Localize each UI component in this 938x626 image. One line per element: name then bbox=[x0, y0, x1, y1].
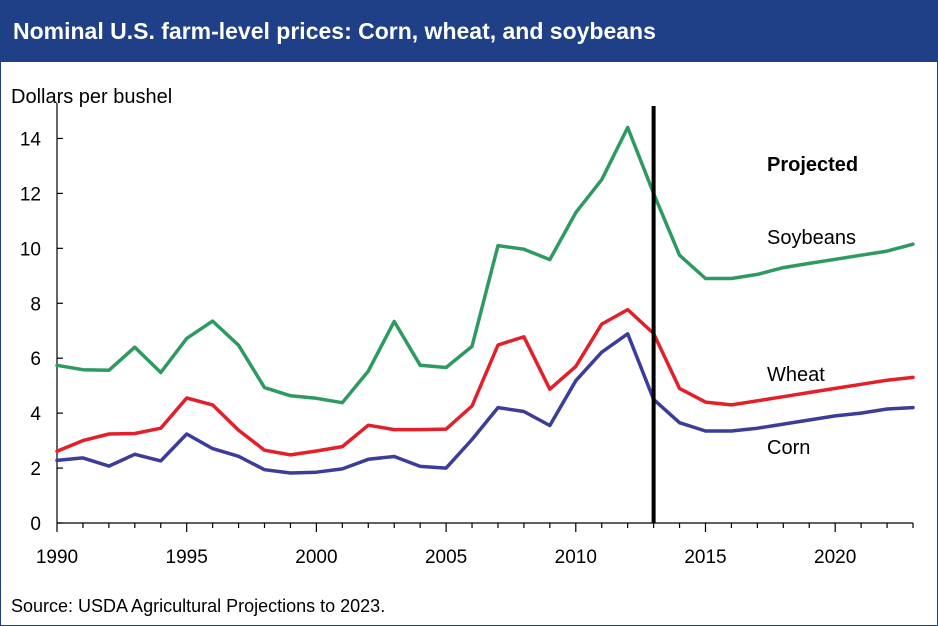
y-tick-label: 6 bbox=[30, 349, 41, 370]
series-group bbox=[55, 125, 915, 475]
x-tick-label: 2015 bbox=[684, 547, 726, 568]
y-tick-label: 2 bbox=[30, 459, 41, 480]
x-tick-label: 2005 bbox=[425, 547, 467, 568]
wheat-series-line bbox=[55, 307, 915, 457]
corn-series-label: Corn bbox=[767, 437, 810, 459]
y-tick-label: 4 bbox=[30, 404, 41, 425]
soybeans-series-label: Soybeans bbox=[767, 227, 856, 249]
x-tick-label: 1995 bbox=[166, 547, 208, 568]
chart-title: Nominal U.S. farm-level prices: Corn, wh… bbox=[13, 18, 656, 44]
y-tick-label: 8 bbox=[30, 294, 41, 315]
y-tick-label: 14 bbox=[20, 129, 42, 150]
x-axis: 1990 1995 2000 2005 2010 2015 2020 bbox=[36, 522, 914, 568]
y-tick-label: 10 bbox=[20, 239, 41, 260]
x-tick-label: 2000 bbox=[295, 547, 337, 568]
projected-label: Projected bbox=[767, 154, 858, 176]
soybeans-series-line bbox=[55, 125, 915, 405]
y-axis-label: Dollars per bushel bbox=[11, 86, 172, 108]
x-tick-label: 2020 bbox=[814, 547, 856, 568]
corn-series-line bbox=[55, 332, 915, 475]
x-tick-label: 2010 bbox=[555, 547, 597, 568]
wheat-series-label: Wheat bbox=[767, 364, 825, 386]
y-tick-label: 0 bbox=[30, 514, 41, 535]
y-axis: 0 2 4 6 8 10 12 14 bbox=[20, 103, 63, 535]
x-tick-label: 1990 bbox=[36, 547, 78, 568]
y-tick-label: 12 bbox=[20, 184, 41, 205]
source-note: Source: USDA Agricultural Projections to… bbox=[11, 596, 386, 616]
title-bar: Nominal U.S. farm-level prices: Corn, wh… bbox=[1, 1, 937, 62]
